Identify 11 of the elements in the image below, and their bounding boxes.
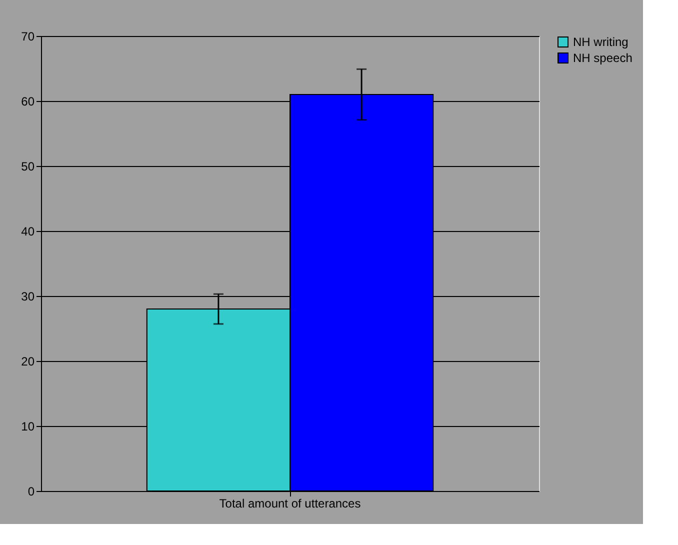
y-tick-label: 20 [21,354,35,368]
y-tick-label: 60 [21,94,35,108]
y-tick-label: 70 [21,30,35,44]
x-tick-label: Total amount of utterances [219,496,361,510]
y-tick-label: 0 [28,484,35,498]
y-tick-label: 10 [21,420,35,434]
y-tick-label: 40 [21,224,35,238]
legend-label: NH speech [573,51,632,65]
y-tick-label: 50 [21,160,35,174]
y-tick-label: 30 [21,290,35,304]
legend-label: NH writing [573,35,628,49]
